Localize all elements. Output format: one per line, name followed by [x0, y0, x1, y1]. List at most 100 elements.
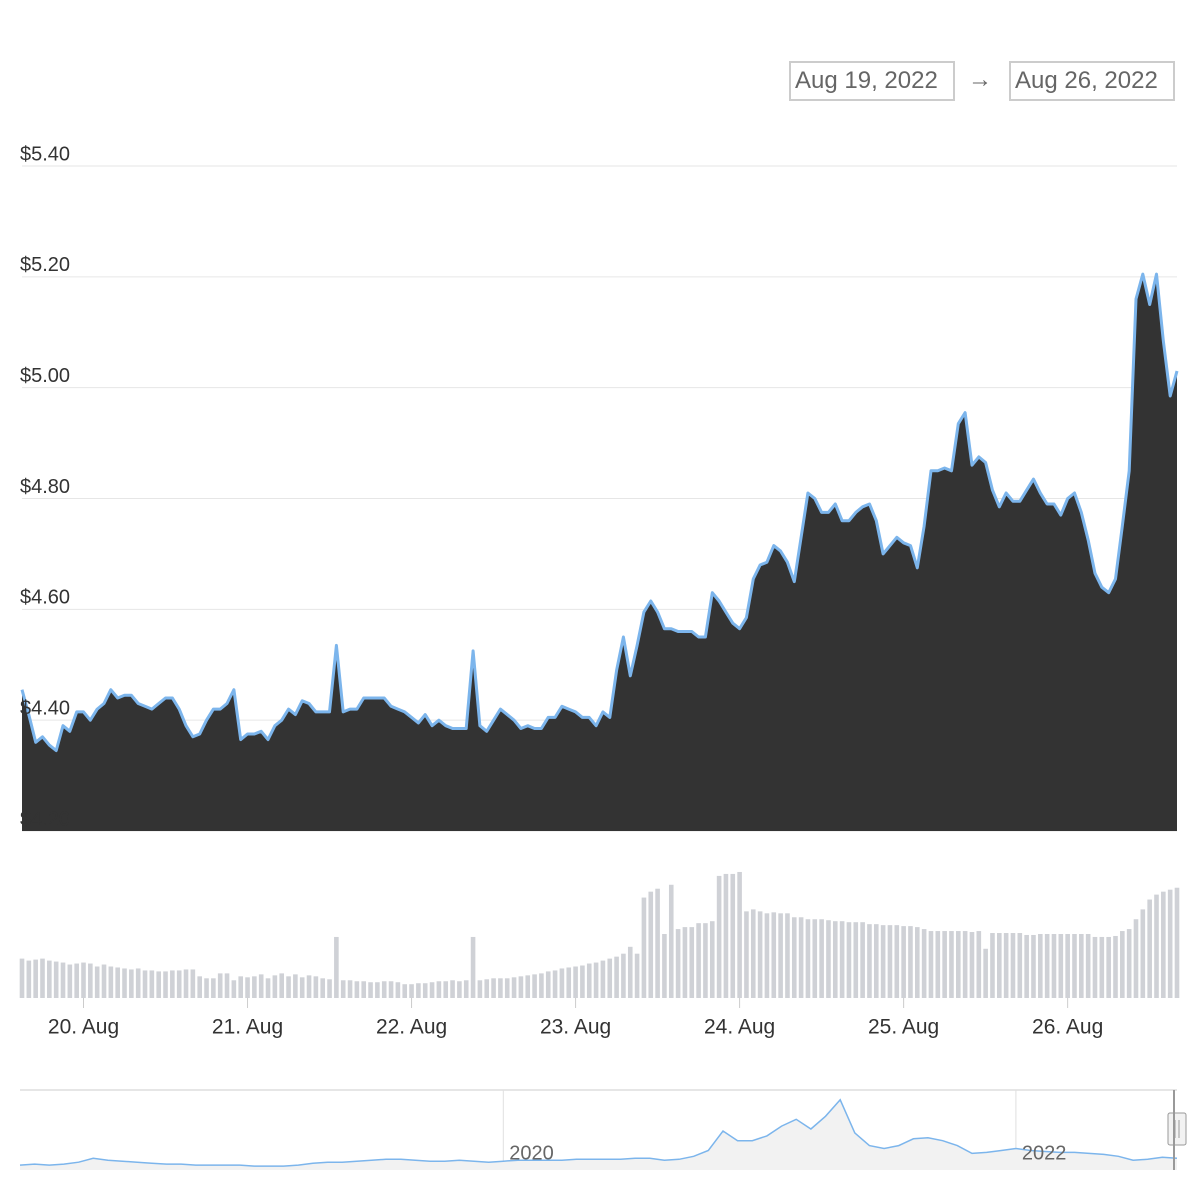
volume-bar [969, 932, 975, 998]
volume-bar [265, 978, 271, 998]
price-area [22, 274, 1177, 832]
volume-bar [1058, 934, 1064, 998]
volume-bar [621, 953, 626, 998]
volume-bar [798, 917, 804, 998]
volume-bar [484, 979, 490, 998]
volume-bar [53, 961, 59, 998]
volume-bar [156, 971, 161, 998]
volume-bar [1010, 933, 1016, 998]
date-arrow: → [968, 66, 992, 93]
volume-bar [122, 968, 127, 998]
date-to-input[interactable]: Aug 26, 2022 [1009, 61, 1175, 101]
volume-bar [299, 977, 305, 998]
volume-bar [149, 970, 155, 998]
volume-bar [183, 969, 189, 998]
volume-bar [327, 979, 332, 998]
volume-bar [286, 976, 291, 998]
volume-bar [176, 970, 182, 998]
navigator-label: 2022 [1022, 1142, 1066, 1164]
volume-bar [81, 962, 86, 998]
volume-bar [60, 962, 66, 998]
volume-bar [976, 931, 982, 998]
y-tick-label: $4.40 [20, 697, 70, 719]
volume-bar [737, 871, 742, 998]
volume-bar [279, 973, 285, 998]
volume-bar [559, 968, 565, 998]
volume-bar [682, 927, 688, 998]
volume-bar [990, 933, 995, 998]
navigator-line [19, 1098, 1178, 1167]
volume-bar [614, 956, 619, 998]
volume-bar [730, 873, 736, 998]
volume-bar [26, 960, 32, 998]
volume-bar [204, 978, 209, 998]
x-tick-label: 26. Aug [1032, 1016, 1103, 1039]
volume-bar [1161, 891, 1166, 998]
volume-bar [354, 981, 360, 998]
volume-bar [949, 931, 954, 998]
volume-bar [573, 966, 578, 998]
volume-bar [142, 970, 148, 998]
volume-bar [1099, 936, 1105, 998]
volume-bar [805, 919, 811, 998]
navigator-handle[interactable] [1167, 1112, 1187, 1146]
volume-bar [771, 912, 777, 998]
volume-bar [1174, 887, 1180, 998]
volume-bar [901, 926, 906, 998]
volume-bar [340, 980, 346, 998]
volume-bar [504, 978, 510, 998]
volume-bar [935, 931, 941, 998]
volume-bar [361, 981, 367, 998]
volume-bar [375, 982, 380, 998]
volume-bar [429, 982, 435, 998]
volume-bar [217, 973, 223, 998]
volume-bar [1092, 936, 1098, 998]
volume-bar [1051, 934, 1057, 998]
volume-bar [662, 934, 667, 998]
volume-bar [539, 973, 544, 998]
volume-bar [914, 927, 920, 998]
volume-bar [1106, 936, 1111, 998]
x-tick-label: 25. Aug [868, 1016, 939, 1039]
volume-bar [791, 917, 797, 998]
volume-bar [778, 913, 783, 998]
volume-bar [655, 888, 660, 998]
volume-bar [894, 925, 900, 998]
volume-bar [135, 968, 141, 998]
volume-bar [839, 921, 845, 998]
volume-bar [1113, 935, 1118, 998]
volume-bar [689, 927, 695, 998]
volume-bar [750, 909, 756, 998]
volume-bar [1167, 889, 1173, 998]
volume-bar [402, 984, 408, 998]
volume-bar [74, 963, 79, 998]
volume-bar [1140, 909, 1146, 998]
volume-bar [443, 981, 449, 998]
volume-bar [887, 925, 893, 998]
volume-bar [320, 978, 326, 998]
volume-bar [115, 967, 120, 998]
date-from-input[interactable]: Aug 19, 2022 [789, 61, 955, 101]
volume-bar [463, 980, 469, 998]
volume-bar [416, 983, 421, 998]
volume-bar [757, 911, 763, 998]
volume-bar [197, 976, 202, 998]
volume-bar [67, 964, 73, 998]
volume-bar [272, 975, 278, 998]
volume-bar [436, 981, 442, 998]
volume-bar [163, 971, 168, 998]
volume-bar [1024, 934, 1029, 998]
volume-bar [586, 963, 592, 998]
volume-bar [470, 936, 476, 998]
volume-bar [873, 924, 879, 998]
volume-bar [1017, 933, 1023, 998]
volume-bar [511, 977, 517, 998]
y-tick-label: $5.20 [20, 254, 70, 276]
volume-bar [313, 976, 319, 998]
volume-bar [88, 963, 93, 998]
volume-bar [395, 982, 401, 998]
volume-bar [19, 958, 25, 998]
y-tick-label: $4.80 [20, 476, 70, 498]
